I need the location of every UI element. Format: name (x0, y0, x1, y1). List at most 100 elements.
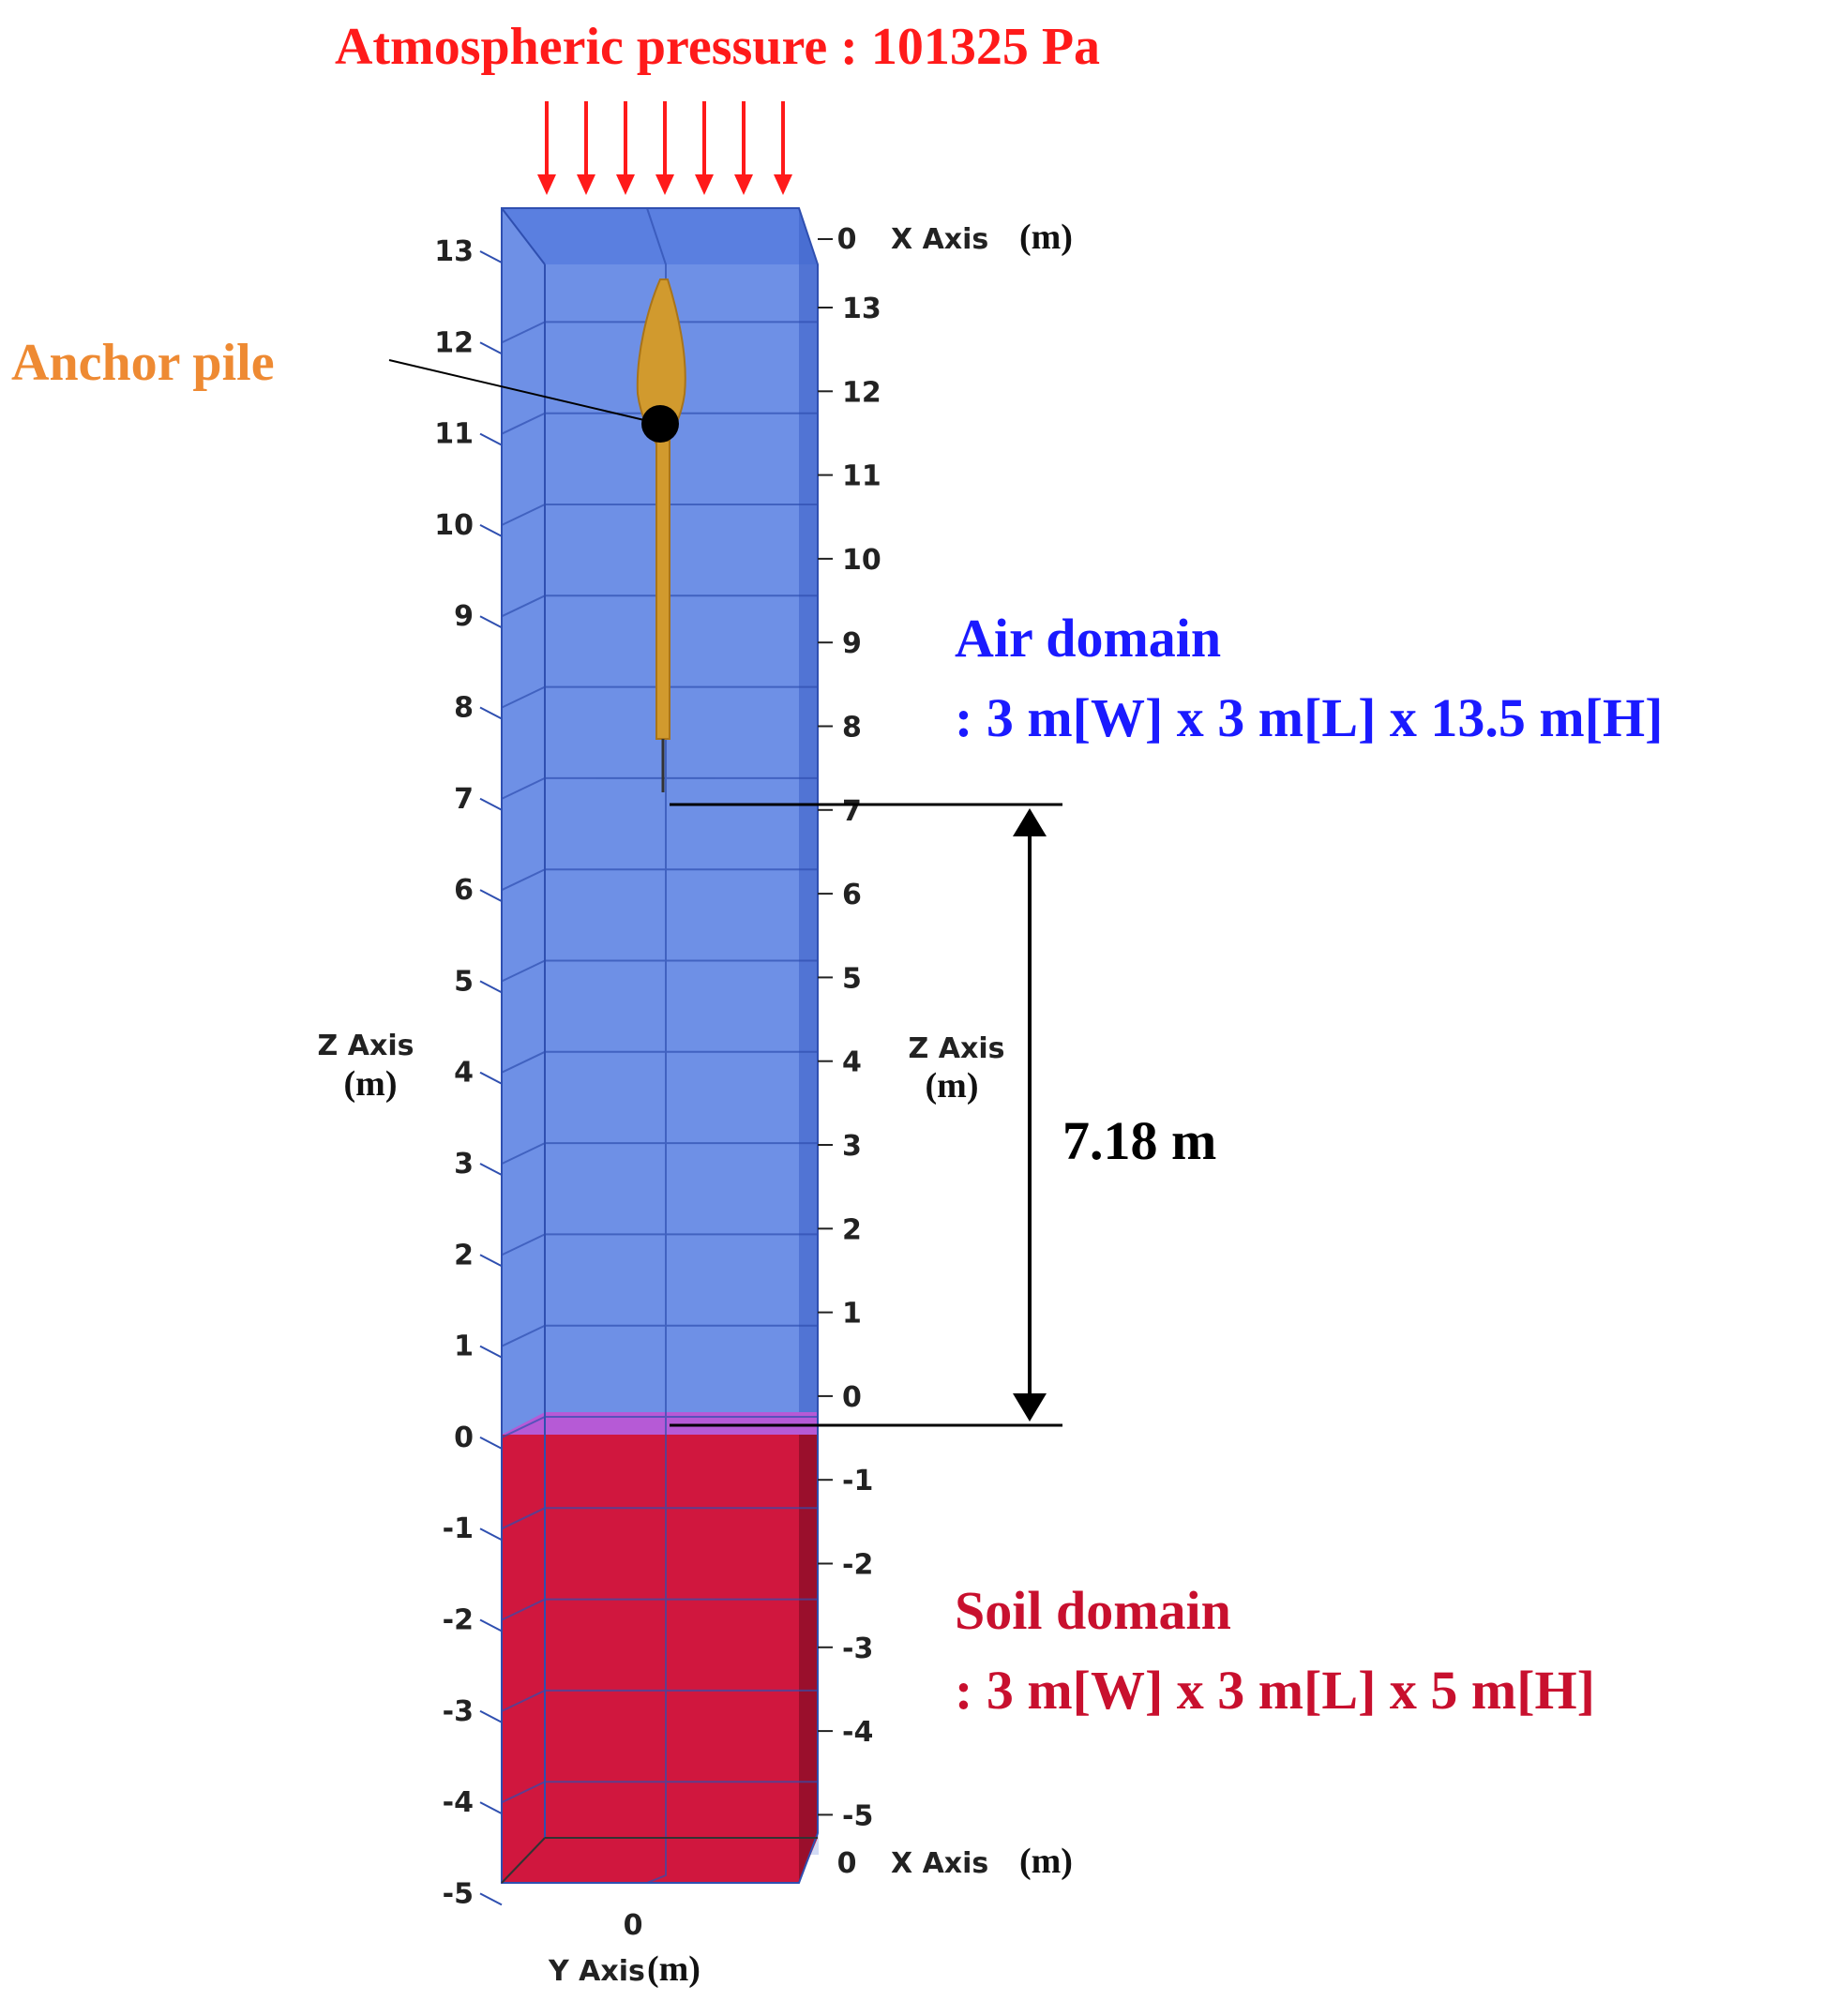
z-left-tick-mark (479, 1618, 503, 1632)
pressure-title: Atmospheric pressure : 101325 Pa (335, 18, 1100, 76)
z-right-tick-label: 2 (842, 1213, 862, 1246)
soil-domain-dims: : 3 m[W] x 3 m[L] x 5 m[H] (955, 1660, 1595, 1721)
z-right-tick-label: 6 (842, 879, 862, 911)
z-right-tick-label: 1 (842, 1298, 862, 1331)
y-axis-tick: 0 (624, 1909, 643, 1942)
z-right-tick-label: 12 (842, 376, 881, 409)
pressure-arrowhead (537, 174, 556, 195)
pressure-arrowhead (695, 174, 714, 195)
air-domain-name: Air domain (955, 608, 1221, 669)
z-axis-right-title: Z Axis (909, 1032, 1005, 1065)
box-top-face (502, 208, 818, 264)
z-left-tick-label: 0 (454, 1422, 474, 1454)
z-right-tick-label: -1 (842, 1465, 873, 1497)
dimension-label: 7.18 m (1062, 1110, 1216, 1171)
z-left-tick-mark (479, 1892, 503, 1906)
x-axis-bottom-tick: 0 (837, 1847, 857, 1880)
z-right-tick-label: 4 (842, 1046, 862, 1079)
z-left-tick-label: 7 (454, 783, 474, 816)
dimension-arrow-down (1013, 1393, 1047, 1422)
z-left-tick-mark (479, 1071, 503, 1085)
z-right-tick-label: 9 (842, 627, 862, 660)
dimension-arrow-up (1013, 808, 1047, 836)
z-left-tick-label: 13 (434, 235, 474, 268)
height-dimension (670, 803, 1062, 1427)
pile-shaft (655, 440, 670, 740)
z-right-tick-label: -4 (842, 1716, 873, 1749)
z-left-tick-mark (479, 341, 503, 355)
z-left-tick-label: 2 (454, 1239, 474, 1271)
z-left-tick-label: 11 (434, 418, 474, 451)
z-left-tick-mark (479, 1345, 503, 1359)
z-left-tick-label: 4 (454, 1057, 474, 1090)
x-axis-top-unit: (m) (1019, 218, 1073, 257)
z-left-tick-mark (479, 250, 503, 263)
z-right-tick-label: 8 (842, 712, 862, 745)
z-right-tick-label: 11 (842, 460, 881, 493)
z-left-tick-label: -3 (443, 1695, 474, 1728)
pile-marker-dot (641, 405, 679, 443)
z-left-tick-mark (479, 980, 503, 994)
anchor-pile (388, 278, 686, 792)
air-region (502, 208, 818, 1435)
grid-mid-line (646, 207, 667, 1884)
pressure-arrowhead (616, 174, 635, 195)
z-left-tick-mark (479, 1527, 503, 1542)
pressure-arrowhead (577, 174, 595, 195)
z-right-tick-label: 3 (842, 1130, 862, 1163)
x-axis-bottom-unit: (m) (1019, 1842, 1073, 1881)
z-left-tick-label: 12 (434, 326, 474, 359)
z-right-tick-label: -5 (842, 1799, 873, 1832)
z-left-tick-label: -2 (443, 1604, 474, 1637)
z-left-tick-label: 10 (434, 509, 474, 542)
z-right-tick-label: -2 (842, 1549, 873, 1582)
z-left-tick-mark (479, 889, 503, 902)
soil-region (502, 1435, 818, 1883)
z-left-tick-mark (479, 1163, 503, 1176)
z-left-tick-label: -4 (443, 1786, 474, 1819)
x-axis-top-title: X Axis (891, 223, 988, 256)
x-axis-top-tick: 0 (837, 223, 857, 256)
z-left-tick-mark (479, 432, 503, 446)
pressure-arrowhead (734, 174, 753, 195)
z-left-tick-mark (479, 615, 503, 629)
z-left-tick-mark (479, 797, 503, 811)
x-axis-bottom-title: X Axis (891, 1847, 988, 1880)
box-inner-bottom-edge (501, 1837, 546, 1884)
z-left-tick-mark (479, 1801, 503, 1814)
z-right-tick-label: -3 (842, 1632, 873, 1665)
air-soil-interface (502, 1412, 818, 1435)
air-domain-dims: : 3 m[W] x 3 m[L] x 13.5 m[H] (955, 687, 1663, 748)
z-right-tick-label: 0 (842, 1381, 862, 1414)
z-right-tick-label: 10 (842, 544, 881, 577)
z-left-tick-mark (479, 706, 503, 720)
soil-right-face (799, 1435, 818, 1883)
soil-domain-name: Soil domain (955, 1580, 1231, 1641)
z-left-tick-label: 6 (454, 874, 474, 907)
z-left-tick-mark (479, 524, 503, 537)
pressure-arrowhead (774, 174, 792, 195)
pressure-arrows (537, 101, 792, 195)
y-axis-title: Y Axis (548, 1955, 645, 1988)
z-left-tick-label: 8 (454, 692, 474, 725)
z-left-tick-mark (479, 1709, 503, 1723)
z-axis-right-unit: (m) (926, 1066, 979, 1106)
z-left-tick-label: 9 (454, 600, 474, 633)
box-inner-top-edge (501, 207, 546, 265)
pressure-arrowhead (655, 174, 674, 195)
z-left-tick-label: 3 (454, 1148, 474, 1181)
z-left-tick-label: 1 (454, 1331, 474, 1363)
z-left-tick-mark (479, 1437, 503, 1450)
z-left-tick-label: -5 (443, 1877, 474, 1910)
pile-leader-line (388, 359, 661, 425)
domain-box (501, 207, 819, 1884)
z-right-tick-label: 5 (842, 962, 862, 995)
z-right-tick-label: 7 (842, 795, 862, 828)
z-axis-left-title: Z Axis (318, 1030, 414, 1062)
z-left-tick-mark (479, 1254, 503, 1268)
z-axis-left-unit: (m) (344, 1064, 398, 1104)
z-left-tick-label: 5 (454, 965, 474, 998)
